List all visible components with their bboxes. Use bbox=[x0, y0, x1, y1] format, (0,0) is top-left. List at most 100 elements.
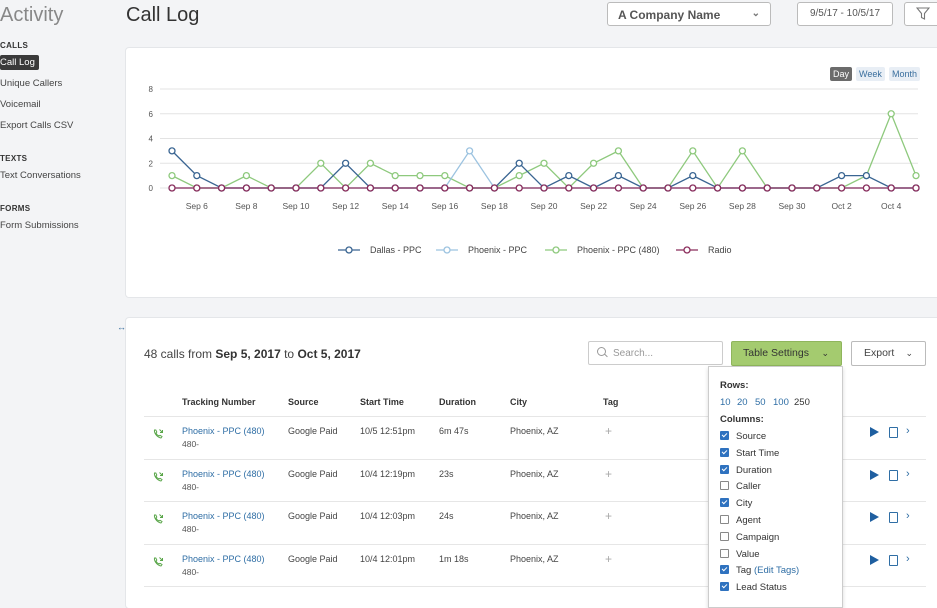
row-divider bbox=[144, 501, 926, 502]
data-point bbox=[713, 184, 722, 192]
column-header-duration[interactable]: Duration bbox=[439, 397, 476, 407]
calls-line-chart: 0 2 4 6 8 Sep 6 Sep 8 Sep 10 Sep 12 Sep 14 Sep 16… bbox=[149, 85, 920, 255]
rows-option-100[interactable]: 100 bbox=[773, 397, 789, 408]
add-tag-button[interactable]: + bbox=[605, 509, 613, 523]
data-point bbox=[168, 171, 176, 180]
sidebar-item-voicemail[interactable]: Voicemail bbox=[0, 99, 41, 110]
document-icon[interactable] bbox=[889, 555, 898, 566]
checked-checkbox-icon[interactable] bbox=[720, 447, 729, 457]
rows-option-20[interactable]: 20 bbox=[737, 397, 748, 408]
table-settings-button[interactable]: Table Settings ⌄ bbox=[731, 341, 842, 366]
tracking-number-link[interactable]: Phoenix - PPC (480) bbox=[182, 469, 265, 479]
checked-checkbox-icon[interactable] bbox=[720, 464, 729, 474]
add-tag-button[interactable]: + bbox=[605, 552, 613, 566]
legend-entry[interactable]: Phoenix - PPC (480) bbox=[577, 245, 660, 255]
checked-checkbox-icon[interactable] bbox=[720, 498, 729, 508]
column-option[interactable]: Campaign bbox=[720, 531, 779, 543]
x-tick-label: Sep 12 bbox=[332, 201, 359, 211]
range-day-button[interactable]: Day bbox=[830, 67, 853, 81]
play-icon[interactable] bbox=[870, 555, 879, 565]
checkbox-icon[interactable] bbox=[720, 515, 729, 524]
sidebar-item-text-conversations[interactable]: Text Conversations bbox=[0, 170, 81, 181]
legend-entry[interactable]: Dallas - PPC bbox=[370, 245, 422, 255]
data-point bbox=[242, 184, 251, 192]
column-option[interactable]: Caller bbox=[720, 481, 761, 492]
column-header-city[interactable]: City bbox=[510, 397, 528, 407]
search-input[interactable]: Search... bbox=[588, 341, 723, 365]
section-heading-forms: FORMS bbox=[0, 204, 31, 213]
search-placeholder: Search... bbox=[613, 348, 654, 359]
range-month-button[interactable]: Month bbox=[889, 67, 921, 81]
column-header-start-time[interactable]: Start Time bbox=[360, 397, 404, 407]
incoming-call-icon bbox=[153, 514, 163, 524]
y-tick-label: 2 bbox=[149, 159, 154, 168]
date-range-picker[interactable]: 9/5/17 - 10/5/17 bbox=[797, 2, 893, 26]
rows-option-10[interactable]: 10 bbox=[720, 397, 731, 408]
add-tag-button[interactable]: + bbox=[605, 467, 613, 481]
column-option[interactable]: Source bbox=[720, 431, 766, 442]
duration-cell: 24s bbox=[439, 511, 454, 521]
data-point bbox=[614, 171, 623, 180]
x-tick-label: Oct 4 bbox=[881, 201, 902, 211]
table-settings-menu: Rows: 10 20 50 100 250 Columns: Source St… bbox=[708, 366, 843, 608]
column-option[interactable]: Duration bbox=[720, 464, 772, 476]
data-point bbox=[689, 171, 697, 180]
play-icon[interactable] bbox=[870, 512, 879, 522]
duration-cell: 23s bbox=[439, 469, 454, 479]
checked-checkbox-icon[interactable] bbox=[720, 582, 729, 592]
data-point bbox=[589, 184, 598, 192]
column-header-tag[interactable]: Tag bbox=[603, 397, 619, 407]
data-point bbox=[515, 159, 523, 167]
checkbox-icon[interactable] bbox=[720, 548, 729, 558]
play-icon[interactable] bbox=[870, 427, 879, 437]
checked-checkbox-icon[interactable] bbox=[720, 431, 729, 440]
company-select[interactable]: A Company Name ⌄ bbox=[607, 2, 771, 26]
x-tick-label: Sep 8 bbox=[235, 201, 257, 211]
sidebar-item-call-log[interactable]: Call Log bbox=[0, 55, 39, 70]
start-time-cell: 10/4 12:19pm bbox=[360, 469, 416, 479]
column-option[interactable]: Tag (Edit Tags) bbox=[720, 565, 799, 576]
rows-option-50[interactable]: 50 bbox=[755, 397, 766, 408]
column-option[interactable]: Lead Status bbox=[720, 582, 787, 593]
column-option-label: Lead Status bbox=[736, 582, 787, 594]
sidebar-item-export-calls-csv[interactable]: Export Calls CSV bbox=[0, 120, 74, 131]
data-point bbox=[515, 184, 523, 192]
expand-arrows-icon[interactable]: ↔ bbox=[117, 322, 126, 332]
checkbox-icon[interactable] bbox=[720, 531, 729, 541]
chevron-right-icon[interactable]: › bbox=[906, 468, 910, 480]
data-point bbox=[887, 110, 895, 118]
data-point bbox=[689, 147, 697, 155]
column-option[interactable]: Value bbox=[720, 548, 760, 560]
range-week-button[interactable]: Week bbox=[856, 67, 885, 81]
x-tick-label: Sep 10 bbox=[283, 201, 310, 211]
tracking-number-link[interactable]: Phoenix - PPC (480) bbox=[182, 511, 265, 521]
document-icon[interactable] bbox=[889, 427, 898, 438]
sidebar-item-form-submissions[interactable]: Form Submissions bbox=[0, 220, 79, 231]
edit-tags-link[interactable]: (Edit Tags) bbox=[753, 565, 800, 577]
tracking-number-link[interactable]: Phoenix - PPC (480) bbox=[182, 426, 265, 436]
column-header-source[interactable]: Source bbox=[288, 397, 319, 407]
data-point bbox=[565, 171, 573, 180]
tracking-number-link[interactable]: Phoenix - PPC (480) bbox=[182, 554, 265, 564]
column-option[interactable]: City bbox=[720, 498, 752, 509]
column-option[interactable]: Start Time bbox=[720, 447, 779, 459]
legend-entry[interactable]: Phoenix - PPC bbox=[468, 245, 528, 255]
chevron-right-icon[interactable]: › bbox=[906, 510, 910, 522]
sidebar-item-unique-callers[interactable]: Unique Callers bbox=[0, 78, 63, 89]
add-tag-button[interactable]: + bbox=[605, 424, 613, 438]
checked-checkbox-icon[interactable] bbox=[720, 565, 729, 575]
play-icon[interactable] bbox=[870, 470, 879, 480]
x-tick-label: Sep 6 bbox=[186, 201, 208, 211]
export-button[interactable]: Export ⌄ bbox=[851, 341, 926, 366]
document-icon[interactable] bbox=[889, 470, 898, 481]
document-icon[interactable] bbox=[889, 512, 898, 523]
tracking-phone-number: 480- bbox=[182, 482, 200, 492]
rows-option-250[interactable]: 250 bbox=[794, 397, 810, 408]
legend-entry[interactable]: Radio bbox=[708, 245, 732, 255]
chevron-right-icon[interactable]: › bbox=[906, 553, 910, 565]
filter-button[interactable] bbox=[904, 2, 937, 26]
column-header-tracking-number[interactable]: Tracking Number bbox=[182, 397, 256, 407]
column-option[interactable]: Agent bbox=[720, 515, 761, 526]
checkbox-icon[interactable] bbox=[720, 481, 729, 491]
chevron-right-icon[interactable]: › bbox=[906, 425, 910, 437]
